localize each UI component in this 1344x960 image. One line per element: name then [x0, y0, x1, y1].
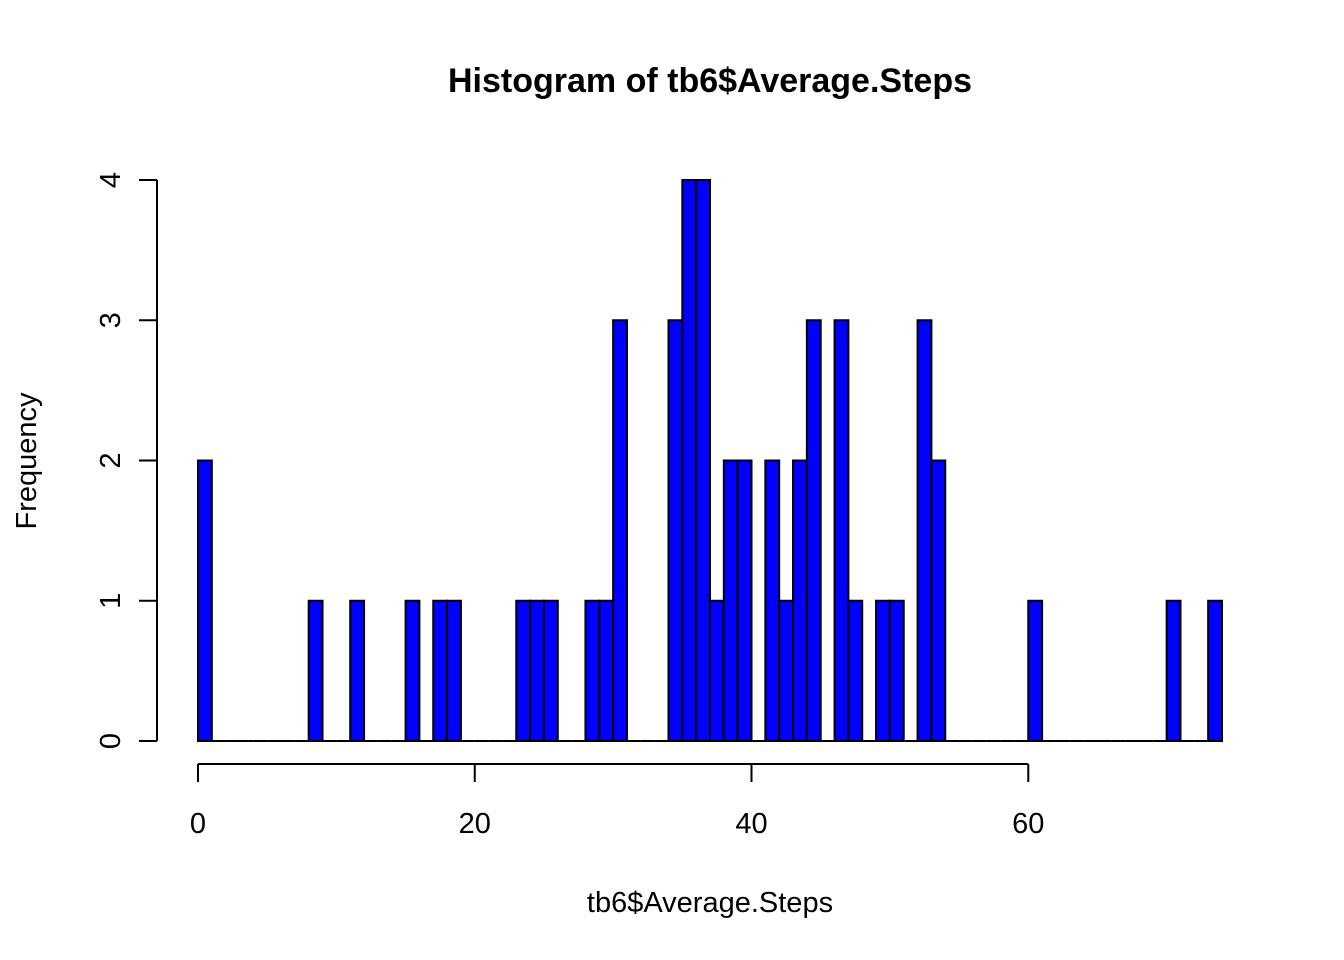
- y-tick-label: 4: [95, 172, 127, 188]
- histogram-bar: [875, 599, 891, 742]
- histogram-bar: [584, 599, 601, 742]
- histogram-bar: [736, 459, 753, 742]
- x-tick-label: 0: [190, 808, 206, 840]
- y-tick-label: 2: [95, 452, 127, 468]
- y-tick-label: 1: [95, 593, 127, 609]
- histogram-bar: [432, 599, 449, 742]
- x-axis: 0 20 40 60: [190, 763, 1044, 840]
- histogram-bar: [722, 459, 739, 742]
- histogram-bar: [1027, 599, 1044, 742]
- histogram-bar: [764, 459, 781, 742]
- histogram-bar: [792, 459, 808, 742]
- histogram-bar: [805, 319, 822, 742]
- histogram-bar: [681, 179, 698, 742]
- y-tick-label: 0: [95, 733, 127, 749]
- histogram-bar: [446, 599, 462, 742]
- histogram-bar: [542, 599, 559, 742]
- histogram-bar: [1165, 599, 1182, 742]
- x-axis-label: tb6$Average.Steps: [587, 887, 833, 919]
- histogram-bar: [1207, 599, 1223, 742]
- histogram-bar: [888, 599, 905, 742]
- histogram-bar: [612, 319, 628, 742]
- histogram-bar: [695, 179, 712, 742]
- x-tick-label: 40: [735, 808, 767, 840]
- histogram-bar: [197, 459, 213, 742]
- histogram-bar: [529, 599, 545, 742]
- histogram-bar: [847, 599, 864, 742]
- histogram-bar: [778, 599, 795, 742]
- histogram-bar: [833, 319, 850, 742]
- y-axis-label: Frequency: [11, 392, 43, 530]
- histogram-bar: [916, 319, 933, 742]
- histogram-bar: [307, 599, 324, 742]
- histogram-bar: [709, 599, 725, 742]
- y-tick-label: 3: [95, 312, 127, 328]
- chart-title: Histogram of tb6$Average.Steps: [448, 62, 972, 100]
- y-axis: 0 1 2 3 4: [95, 172, 158, 749]
- bars-group: [197, 179, 1223, 742]
- histogram-bar: [404, 599, 421, 742]
- histogram-bar: [667, 319, 684, 742]
- histogram-bar: [349, 599, 366, 742]
- x-tick-label: 60: [1012, 808, 1044, 840]
- histogram-bar: [930, 459, 947, 742]
- histogram-bar: [598, 599, 615, 742]
- x-tick-label: 20: [459, 808, 491, 840]
- histogram-bar: [515, 599, 532, 742]
